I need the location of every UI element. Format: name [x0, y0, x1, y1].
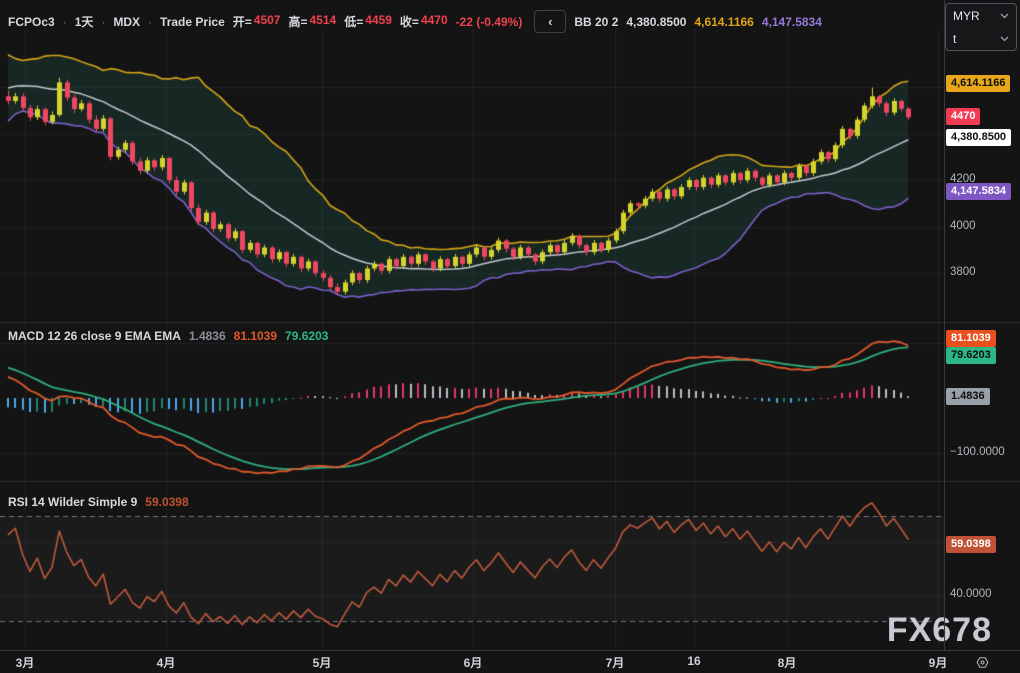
rsi-title: RSI 14 Wilder Simple 9 [8, 495, 138, 509]
pane-divider [0, 481, 1020, 482]
open-value: 开= 4507 [233, 13, 281, 30]
price-axis-divider [944, 0, 945, 650]
separator-dot: · [62, 14, 67, 29]
rsi-value: 59.0398 [145, 495, 189, 509]
interval-label: 1天 [74, 15, 94, 29]
open-label: 开= [232, 15, 252, 29]
last-price-axis-badge: 4470 [946, 108, 981, 125]
price-tick: 4000 [950, 220, 976, 232]
high-number: 4514 [309, 13, 337, 27]
currency-value: MYR [953, 8, 980, 23]
high-label: 高= [288, 15, 308, 29]
chart-settings-button[interactable] [945, 651, 1020, 673]
time-axis-label: 3月 [15, 656, 35, 670]
change-value: -22 (-0.49%) [455, 14, 523, 29]
bb-lower-axis-badge: 4,147.5834 [946, 183, 1012, 200]
bb-upper-axis-badge: 4,614.1166 [946, 75, 1011, 92]
rsi-legend: RSI 14 Wilder Simple 9 59.0398 [8, 495, 189, 509]
close-value: 收= 4470 [400, 13, 448, 30]
chart-canvas[interactable] [0, 0, 944, 650]
high-value: 高= 4514 [288, 13, 336, 30]
chart-unit-controls: MYR t [945, 3, 1017, 51]
time-axis[interactable]: 3月 4月 5月 6月 7月 16 8月 9月 [0, 651, 1020, 673]
bb-basis-axis-badge: 4,380.8500 [946, 129, 1012, 146]
bb-basis-value: 4,380.8500 [626, 14, 687, 29]
symbol-legend: FCPOc3 · 1天 · MDX · Trade Price 开= 4507 … [8, 10, 822, 33]
macd-hist-axis-badge: 1.4836 [946, 388, 990, 405]
separator-dot: · [148, 14, 153, 29]
time-axis-label: 7月 [605, 656, 625, 670]
chevron-left-icon: ‹ [548, 14, 553, 29]
bb-indicator-title: BB 20 2 [574, 14, 619, 29]
macd-hist-value: 1.4836 [188, 329, 226, 343]
low-label: 低= [344, 15, 364, 29]
close-number: 4470 [420, 13, 448, 27]
low-number: 4459 [365, 13, 392, 27]
time-axis-label: 16 [687, 654, 701, 668]
rsi-tick: 40.0000 [950, 588, 992, 600]
macd-line-value: 81.1039 [233, 329, 278, 343]
currency-dropdown[interactable]: MYR [946, 4, 1016, 27]
time-axis-divider [0, 650, 1020, 651]
bb-lower-value: 4,147.5834 [761, 14, 822, 29]
unit-dropdown[interactable]: t [946, 27, 1016, 50]
pane-divider [0, 322, 1020, 323]
separator-dot: · [101, 14, 106, 29]
time-axis-label: 6月 [463, 656, 483, 670]
time-axis-label: 4月 [156, 656, 176, 670]
macd-legend: MACD 12 26 close 9 EMA EMA 1.4836 81.103… [8, 329, 328, 343]
macd-tick: −100.0000 [950, 446, 1005, 458]
fx678-watermark: FX678 [886, 611, 992, 649]
collapse-legend-button[interactable]: ‹ [534, 10, 567, 33]
rsi-axis-badge: 59.0398 [946, 536, 996, 553]
close-label: 收= [399, 15, 419, 29]
macd-title: MACD 12 26 close 9 EMA EMA [8, 329, 181, 343]
settings-icon [976, 656, 989, 668]
bb-upper-value: 4,614.1166 [694, 14, 754, 29]
macd-signal-axis-badge: 79.6203 [946, 347, 996, 364]
price-axis[interactable]: 4,614.1166 4470 4,380.8500 4200 4,147.58… [945, 0, 1020, 650]
open-number: 4507 [253, 13, 281, 27]
chevron-down-icon [1000, 13, 1009, 18]
exchange-label: MDX [113, 14, 141, 29]
time-axis-label: 9月 [928, 656, 948, 670]
time-axis-label: 8月 [777, 656, 797, 670]
low-value: 低= 4459 [344, 13, 392, 30]
price-tick: 3800 [950, 266, 976, 278]
macd-signal-value: 79.6203 [285, 329, 329, 343]
macd-line-axis-badge: 81.1039 [946, 330, 996, 347]
time-axis-label: 5月 [312, 656, 332, 670]
chevron-down-icon [1000, 36, 1009, 41]
series-type-label: Trade Price [160, 14, 225, 29]
price-tick: 4200 [950, 173, 976, 185]
symbol-name: FCPOc3 [8, 14, 55, 29]
unit-value: t [953, 31, 957, 46]
